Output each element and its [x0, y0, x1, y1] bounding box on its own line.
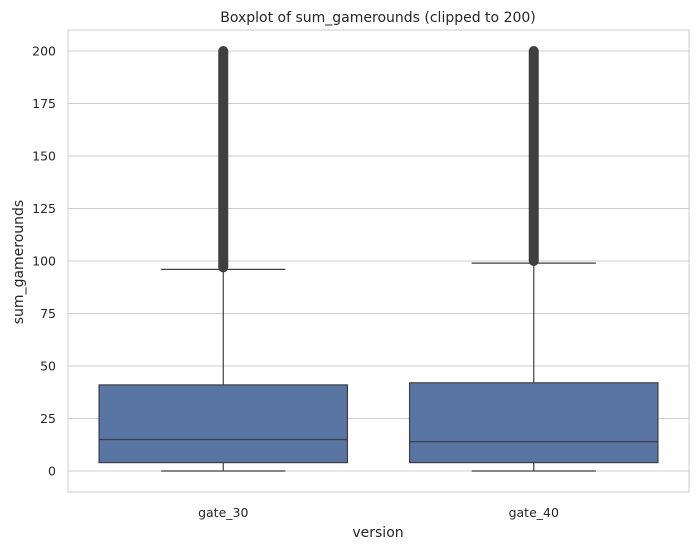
y-tick-label: 25	[40, 411, 56, 426]
plot-frame	[67, 29, 690, 493]
y-tick-label: 125	[32, 201, 56, 216]
x-tick-label: gate_40	[509, 505, 559, 520]
y-tick-label: 100	[32, 254, 56, 269]
y-tick-label: 175	[32, 96, 56, 111]
y-tick-label: 150	[32, 149, 56, 164]
chart-title: Boxplot of sum_gamerounds (clipped to 20…	[220, 10, 536, 26]
y-axis-label: sum_gamerounds	[11, 200, 27, 324]
x-axis-label: version	[352, 525, 403, 541]
tick-labels: 0 25 50 75 100 125 150 175 200 gate_30 gate_40	[32, 44, 559, 521]
y-tick-label: 0	[48, 464, 56, 479]
y-tick-label: 75	[40, 306, 56, 321]
box-series	[98, 46, 659, 472]
y-tick-label: 200	[32, 44, 56, 59]
x-tick-label: gate_30	[198, 505, 248, 520]
box-iqr	[98, 384, 349, 464]
y-tick-label: 50	[40, 359, 56, 374]
box-iqr	[408, 382, 659, 464]
